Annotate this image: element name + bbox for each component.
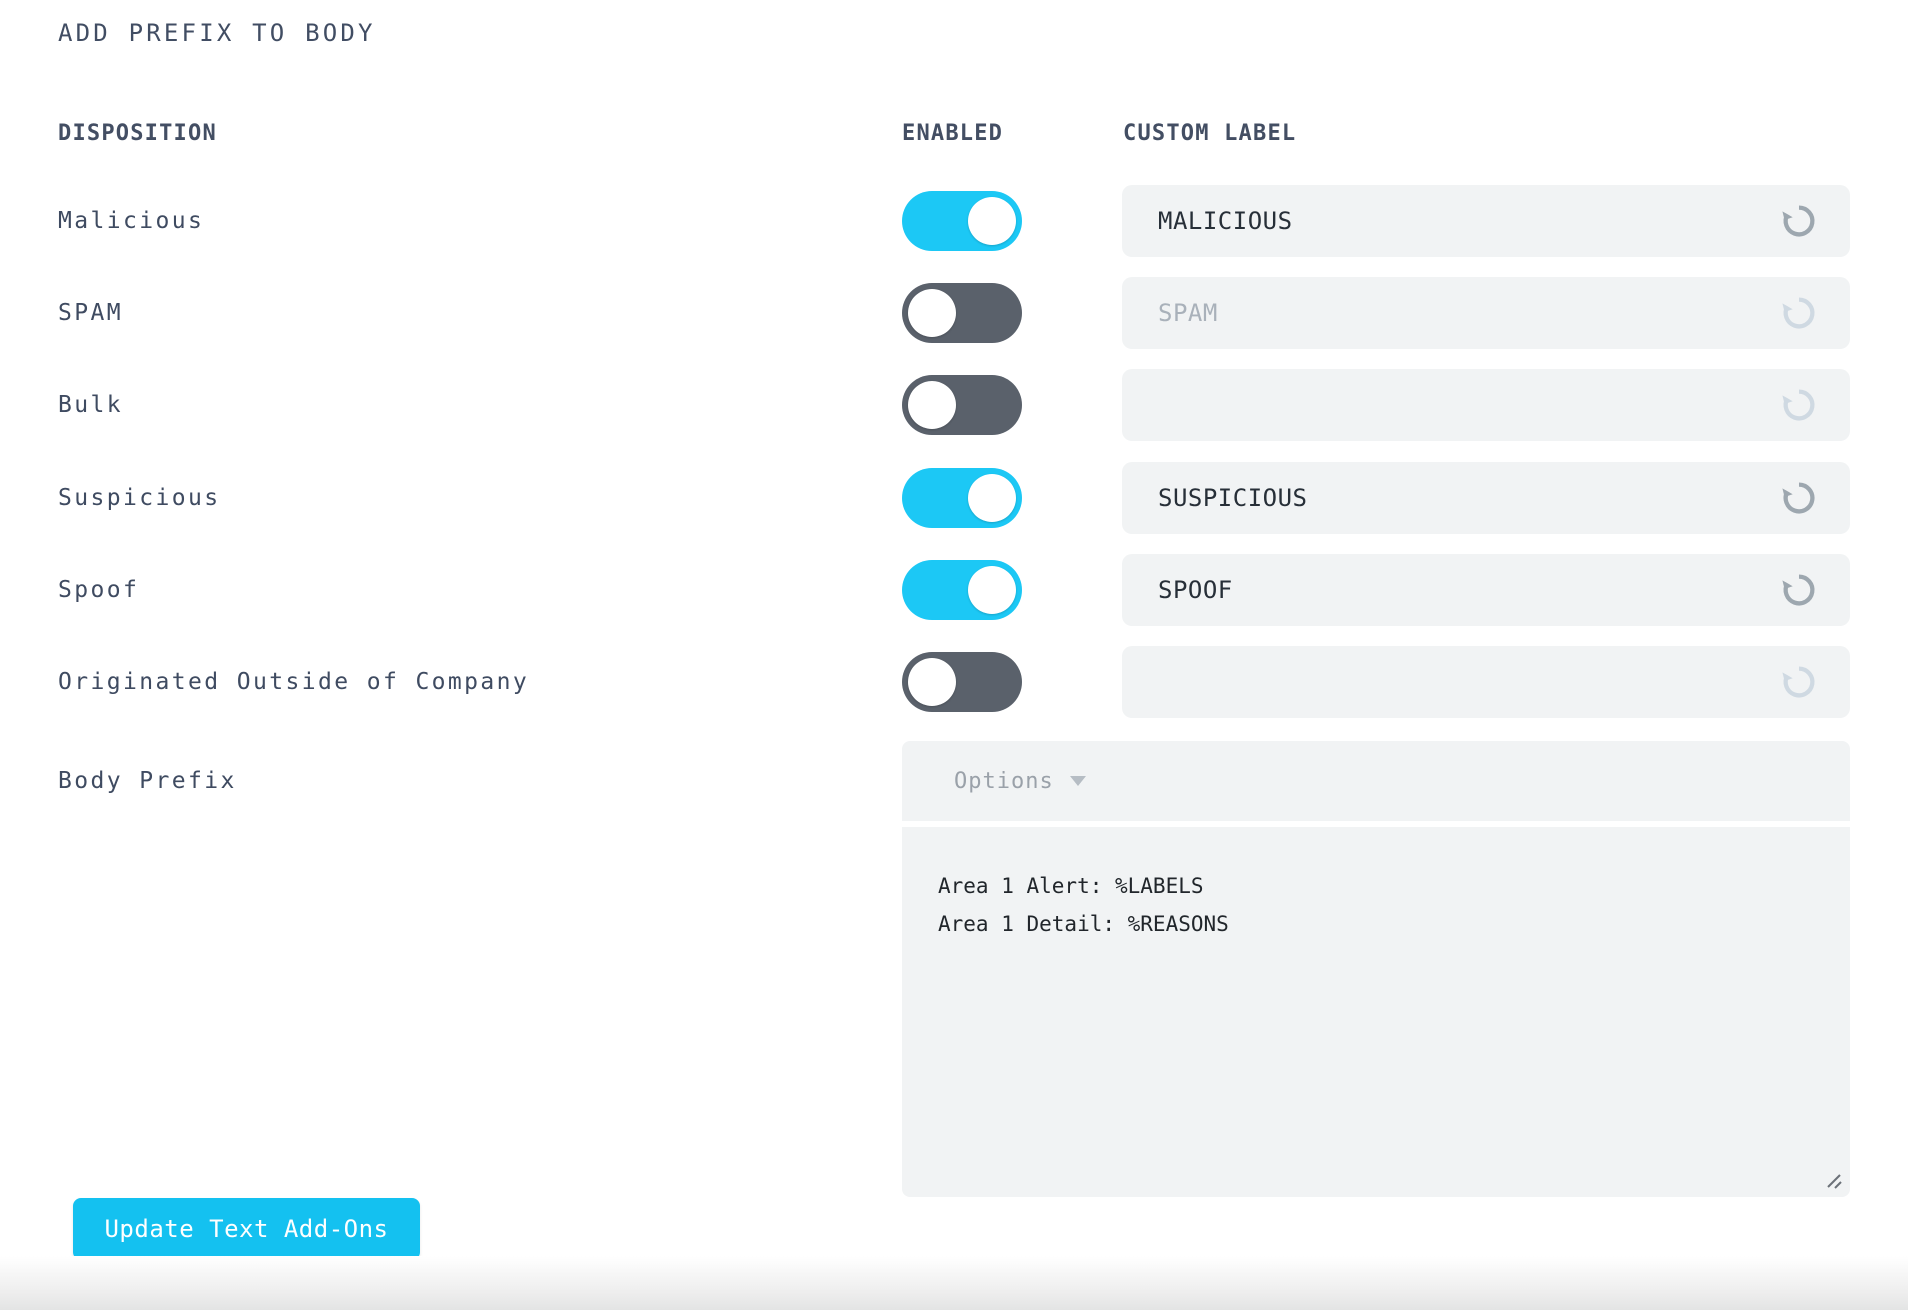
disposition-row: Bulk xyxy=(0,359,1908,451)
reset-icon[interactable] xyxy=(1778,200,1820,242)
body-prefix-textarea[interactable] xyxy=(902,827,1850,1197)
toggle-knob xyxy=(968,197,1016,245)
custom-label-input[interactable] xyxy=(1122,369,1850,442)
custom-label-input[interactable] xyxy=(1122,461,1850,534)
custom-label-input[interactable] xyxy=(1122,185,1850,257)
chevron-down-icon xyxy=(1069,776,1086,786)
disposition-label: Spoof xyxy=(58,576,140,603)
custom-label-input[interactable] xyxy=(1122,646,1850,718)
custom-label-field xyxy=(1122,461,1850,534)
disposition-label: Suspicious xyxy=(58,484,221,511)
enabled-toggle[interactable] xyxy=(902,652,1022,712)
custom-label-field xyxy=(1122,369,1850,442)
column-header-enabled: ENABLED xyxy=(902,121,1004,146)
enabled-toggle[interactable] xyxy=(902,559,1022,620)
options-dropdown-label: Options xyxy=(954,768,1054,794)
disposition-label: SPAM xyxy=(58,300,123,327)
disposition-row: Malicious xyxy=(0,175,1908,267)
disposition-row: Spoof xyxy=(0,544,1908,636)
options-dropdown-trigger[interactable]: Options xyxy=(902,741,1850,821)
custom-label-field xyxy=(1122,185,1850,257)
reset-icon[interactable] xyxy=(1778,661,1820,703)
disposition-label: Originated Outside of Company xyxy=(58,669,530,695)
body-prefix-textarea-wrap xyxy=(902,827,1850,1197)
body-prefix-label: Body Prefix xyxy=(58,768,237,794)
reset-icon[interactable] xyxy=(1778,384,1820,426)
custom-label-input[interactable] xyxy=(1122,553,1850,626)
custom-label-input[interactable] xyxy=(1122,277,1850,350)
enabled-toggle[interactable] xyxy=(902,191,1022,251)
disposition-label: Malicious xyxy=(58,208,205,234)
column-header-custom-label: CUSTOM LABEL xyxy=(1123,121,1297,146)
disposition-row: Originated Outside of Company xyxy=(0,636,1908,728)
toggle-knob xyxy=(968,473,1016,522)
page-title: ADD PREFIX TO BODY xyxy=(58,19,376,47)
custom-label-field xyxy=(1122,277,1850,350)
custom-label-field xyxy=(1122,553,1850,626)
disposition-row: Suspicious xyxy=(0,452,1908,544)
column-header-disposition: DISPOSITION xyxy=(58,121,217,146)
reset-icon[interactable] xyxy=(1778,477,1820,519)
enabled-toggle[interactable] xyxy=(902,283,1022,344)
bottom-gradient xyxy=(0,1256,1908,1310)
custom-label-field xyxy=(1122,646,1850,718)
reset-icon[interactable] xyxy=(1778,292,1820,334)
disposition-row: SPAM xyxy=(0,267,1908,359)
toggle-knob xyxy=(908,289,956,338)
disposition-label: Bulk xyxy=(58,392,123,419)
toggle-knob xyxy=(908,381,956,430)
toggle-knob xyxy=(968,565,1016,614)
reset-icon[interactable] xyxy=(1778,569,1820,611)
enabled-toggle[interactable] xyxy=(902,467,1022,528)
enabled-toggle[interactable] xyxy=(902,375,1022,436)
textarea-resize-handle-icon[interactable] xyxy=(1824,1171,1844,1191)
update-text-addons-button[interactable]: Update Text Add-Ons xyxy=(73,1198,420,1260)
toggle-knob xyxy=(908,658,956,706)
